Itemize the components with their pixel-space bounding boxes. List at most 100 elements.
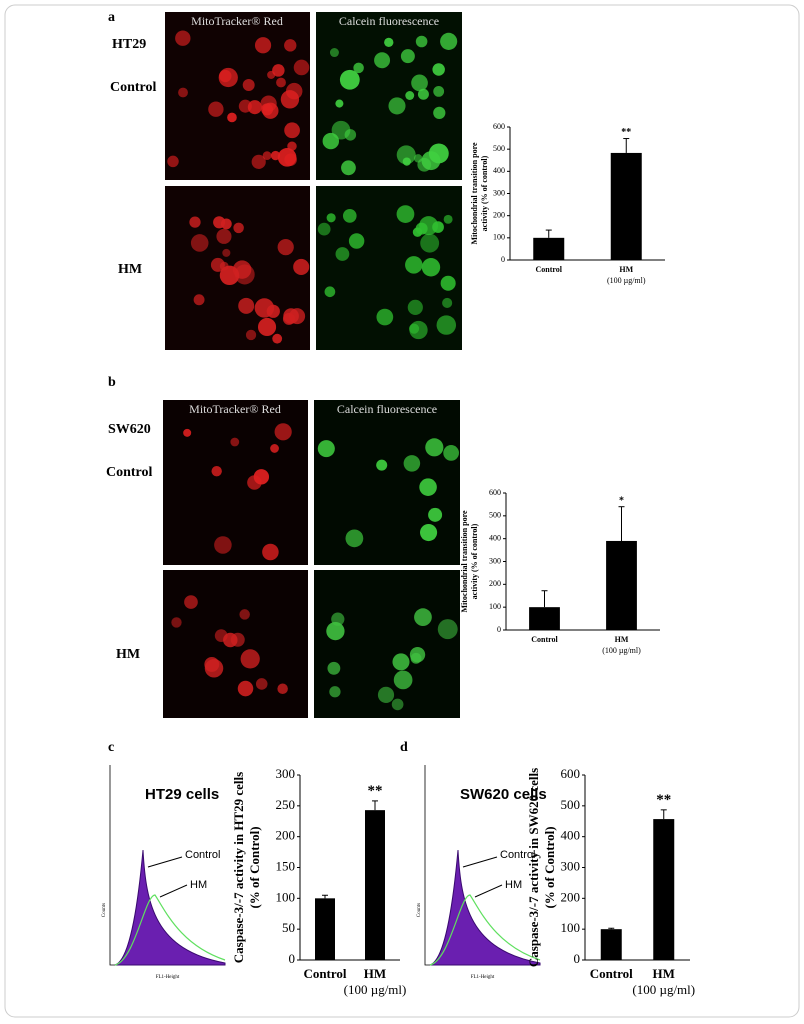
histogram-legend: HM <box>505 879 522 891</box>
x-tick-sublabel: (100 µg/ml) <box>632 982 695 997</box>
cell <box>178 87 188 98</box>
cell <box>440 275 456 291</box>
cell <box>276 77 286 88</box>
y-axis-label: Mitochondrial transition poreactivity (%… <box>460 510 479 613</box>
significance: ** <box>368 783 383 799</box>
histogram-axis-label: FL1-Height <box>156 975 180 980</box>
histogram-control <box>114 849 226 966</box>
cell <box>237 680 254 697</box>
x-tick-label: Control <box>590 966 633 981</box>
cell <box>433 106 446 119</box>
y-axis-label: Mitochondrial transition poreactivity (%… <box>470 142 489 245</box>
cell <box>417 88 429 100</box>
cell <box>393 670 413 690</box>
cell <box>189 216 201 228</box>
y-axis-label-line: (% of Control) <box>247 826 262 908</box>
cell <box>254 298 275 318</box>
cell <box>247 475 262 490</box>
y-tick-label: 300 <box>561 858 581 873</box>
cell <box>342 209 357 223</box>
cell <box>222 248 231 257</box>
significance: ** <box>656 792 671 808</box>
cell <box>213 216 226 229</box>
cell <box>341 160 356 176</box>
cell <box>443 214 453 224</box>
bar <box>529 607 560 630</box>
bar <box>653 819 675 960</box>
x-tick-sublabel: (100 µg/ml) <box>607 276 646 285</box>
y-axis-label-line: activity (% of control) <box>480 155 489 231</box>
cell <box>214 536 232 554</box>
cell <box>183 428 192 437</box>
cell <box>317 440 335 458</box>
cell <box>204 659 224 678</box>
histogram-control <box>429 849 541 966</box>
cell <box>403 455 421 472</box>
cell <box>277 148 297 167</box>
y-tick-label: 100 <box>489 602 501 611</box>
cell <box>391 698 404 711</box>
row-title: HT29 <box>112 37 146 52</box>
y-tick-label: 500 <box>489 511 501 520</box>
cell <box>384 37 394 48</box>
bar <box>533 237 565 260</box>
cell <box>324 286 336 298</box>
cell <box>227 112 237 123</box>
y-tick-label: 300 <box>493 188 505 197</box>
x-tick-label: Control <box>303 966 346 981</box>
cell <box>377 686 395 703</box>
image-green <box>314 400 460 565</box>
cell <box>257 317 277 337</box>
cell <box>247 100 262 115</box>
cell <box>245 329 257 341</box>
cell <box>339 69 360 90</box>
panel-label: c <box>108 740 114 755</box>
cell <box>274 423 292 441</box>
cell <box>344 129 357 141</box>
cell <box>437 619 458 640</box>
cell <box>270 444 279 453</box>
cell <box>405 91 415 100</box>
cell <box>421 151 441 171</box>
arrow <box>462 856 498 868</box>
cell <box>277 683 288 694</box>
labels: a MitoTracker® Red Calcein fluorescence … <box>106 10 439 755</box>
cell <box>396 145 416 165</box>
cell <box>210 257 225 272</box>
y-tick-label: 100 <box>276 889 296 904</box>
cell <box>277 239 294 256</box>
y-axis-label: Caspase-3/-7 activity in HT29 cells(% of… <box>231 772 262 963</box>
cell <box>396 205 415 223</box>
row-title: SW620 <box>108 422 151 437</box>
histogram-axis-label: FL1-Height <box>471 975 495 980</box>
cell <box>326 621 345 641</box>
panel-label: d <box>400 740 408 755</box>
cell <box>440 32 458 50</box>
histogram-title: SW620 cells <box>460 786 547 803</box>
y-tick-label: 600 <box>493 122 505 131</box>
y-tick-label: 0 <box>501 255 505 264</box>
panel-label: a <box>108 10 115 25</box>
bar <box>315 898 335 960</box>
cell <box>388 97 406 115</box>
column-title: MitoTracker® Red <box>191 14 283 28</box>
cell <box>329 47 339 58</box>
bar <box>610 152 642 260</box>
x-tick-label: HM <box>653 966 675 981</box>
micrographs <box>163 12 462 718</box>
cell <box>240 649 260 669</box>
cell <box>376 308 394 326</box>
cell <box>216 228 232 244</box>
cell <box>262 151 272 160</box>
cell <box>411 74 428 92</box>
y-axis-label-line: Caspase-3/-7 activity in HT29 cells <box>231 772 246 963</box>
cell <box>413 154 423 163</box>
cell <box>419 216 439 236</box>
cell <box>412 227 423 237</box>
cell <box>414 608 432 627</box>
y-tick-label: 500 <box>561 797 581 812</box>
y-tick-label: 200 <box>493 210 505 219</box>
cell <box>193 294 205 306</box>
y-tick-label: 200 <box>489 579 501 588</box>
significance: ** <box>621 127 631 138</box>
